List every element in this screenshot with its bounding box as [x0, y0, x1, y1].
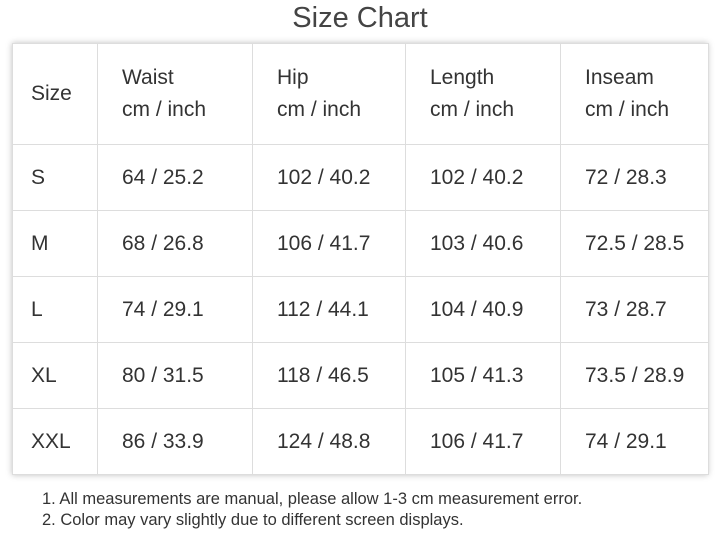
title: Size Chart — [292, 2, 428, 34]
table-body: S 64 / 25.2 102 / 40.2 102 / 40.2 72 / 28.3 M… — [12, 144, 709, 475]
table-cell: S — [12, 144, 98, 211]
table-cell: M — [12, 210, 98, 277]
table-cell: 74 / 29.1 — [97, 276, 253, 343]
header-unit: cm / inch — [585, 98, 670, 121]
table-row: S 64 / 25.2 102 / 40.2 102 / 40.2 72 / 28.3 — [12, 144, 709, 211]
header-name: Inseam — [585, 66, 654, 89]
table-cell: 64 / 25.2 — [97, 144, 253, 211]
header-unit: cm / inch — [122, 98, 207, 121]
table-cell: L — [12, 276, 98, 343]
table-cell: 68 / 26.8 — [97, 210, 253, 277]
table-cell: 104 / 40.9 — [405, 276, 561, 343]
table-cell: 112 / 44.1 — [252, 276, 406, 343]
table-card: Size Waist cm / inch Hip cm / inch Length cm /… — [12, 43, 709, 475]
header-unit: cm / inch — [430, 98, 515, 121]
header-name: Length — [430, 66, 495, 89]
table-cell: 103 / 40.6 — [405, 210, 561, 277]
table-cell: 73 / 28.7 — [560, 276, 709, 343]
header-name: Size — [31, 82, 72, 105]
table-cell: 118 / 46.5 — [252, 342, 406, 409]
header-cell: Hip cm / inch — [252, 43, 406, 145]
table-cell: 106 / 41.7 — [252, 210, 406, 277]
header-row: Size Waist cm / inch Hip cm / inch Length cm /… — [12, 43, 709, 145]
table-cell: 102 / 40.2 — [252, 144, 406, 211]
size-table: Size Waist cm / inch Hip cm / inch Length cm /… — [12, 43, 709, 475]
table-cell: 73.5 / 28.9 — [560, 342, 709, 409]
table-cell: 106 / 41.7 — [405, 408, 561, 475]
table-cell: 102 / 40.2 — [405, 144, 561, 211]
table-cell: 74 / 29.1 — [560, 408, 709, 475]
notes: 1. All measurements are manual, please a… — [42, 489, 582, 531]
header-cell: Size — [12, 43, 98, 145]
table-cell: XXL — [12, 408, 98, 475]
table-row: XL 80 / 31.5 118 / 46.5 105 / 41.3 73.5 / 28… — [12, 342, 709, 409]
table-cell: 124 / 48.8 — [252, 408, 406, 475]
header-cell: Inseam cm / inch — [560, 43, 709, 145]
table-row: XXL 86 / 33.9 124 / 48.8 106 / 41.7 74 / 29.… — [12, 408, 709, 475]
table-cell: XL — [12, 342, 98, 409]
header-cell: Waist cm / inch — [97, 43, 253, 145]
table-row: L 74 / 29.1 112 / 44.1 104 / 40.9 73 / 28.7 — [12, 276, 709, 343]
table-cell: 80 / 31.5 — [97, 342, 253, 409]
header-name: Waist — [122, 66, 174, 89]
header-cell: Length cm / inch — [405, 43, 561, 145]
table-cell: 86 / 33.9 — [97, 408, 253, 475]
table-cell: 105 / 41.3 — [405, 342, 561, 409]
note: 1. All measurements are manual, please a… — [42, 490, 583, 508]
header-name: Hip — [277, 66, 309, 89]
header-unit: cm / inch — [277, 98, 362, 121]
table-cell: 72.5 / 28.5 — [560, 210, 709, 277]
table-cell: 72 / 28.3 — [560, 144, 709, 211]
table-row: M 68 / 26.8 106 / 41.7 103 / 40.6 72.5 / 28.… — [12, 210, 709, 277]
note: 2. Color may vary slightly due to differ… — [42, 511, 464, 529]
